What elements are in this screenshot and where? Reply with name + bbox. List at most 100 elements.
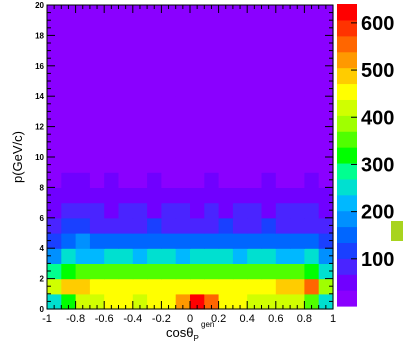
color-scale-segment [337,258,357,274]
heatmap-cell [190,96,205,112]
heatmap-cell [304,111,319,127]
heatmap-cell [290,66,305,82]
heatmap-cell [119,111,134,127]
heatmap-cell [119,51,134,67]
heatmap-cell [133,172,148,188]
heatmap-cell [190,157,205,173]
heatmap-cell [133,187,148,203]
heatmap-cell [247,172,262,188]
heatmap-cell [133,203,148,219]
heatmap-cell [61,20,76,36]
heatmap-cell [247,233,262,249]
heatmap-cell [233,233,248,249]
heatmap-cell [147,248,162,264]
heatmap-cell [219,66,234,82]
heatmap-cell [90,279,105,295]
heatmap-cell [304,187,319,203]
heatmap-cell [161,233,176,249]
y-tick-label: 6 [40,214,45,223]
heatmap-cell [247,248,262,264]
heatmap-cell [190,279,205,295]
heatmap-cell [262,279,277,295]
heatmap-cell [104,187,119,203]
heatmap-cell [290,187,305,203]
heatmap-cell [133,81,148,97]
heatmap-cell [104,233,119,249]
heatmap-cell [219,81,234,97]
x-tick-label: 0.6 [268,313,283,325]
heatmap-cell [176,157,191,173]
heatmap-cell [176,127,191,143]
heatmap-cell [290,111,305,127]
heatmap-cell [276,157,291,173]
color-scale-segment [337,179,357,195]
heatmap-cell [304,279,319,295]
heatmap-cell [247,20,262,36]
heatmap-cell [161,51,176,67]
heatmap-cell [104,20,119,36]
heatmap-cell [161,111,176,127]
heatmap-cell [190,111,205,127]
heatmap-cell [276,248,291,264]
color-scale-label: 500 [361,60,394,82]
heatmap-cell [161,172,176,188]
heatmap-cell [204,66,219,82]
color-scale-segment [337,36,357,52]
heatmap-cell [304,248,319,264]
heatmap-cell [61,279,76,295]
heatmap-cell [76,233,91,249]
heatmap-cell [90,51,105,67]
heatmap-cell [119,263,134,279]
heatmap-cell [147,187,162,203]
heatmap-cell [219,233,234,249]
heatmap-cells [47,5,334,310]
heatmap-cell [76,51,91,67]
heatmap-cell [290,35,305,51]
heatmap-cell [133,127,148,143]
heatmap-cell [204,127,219,143]
heatmap-cell [247,111,262,127]
heatmap-cell [61,35,76,51]
heatmap-cell [161,218,176,234]
heatmap-cell [90,66,105,82]
heatmap-cell [76,142,91,158]
heatmap-cell [147,127,162,143]
heatmap-cell [104,81,119,97]
heatmap-cell [204,20,219,36]
heatmap-cell [190,263,205,279]
heatmap-cell [90,263,105,279]
heatmap-cell [147,263,162,279]
heatmap-cell [233,203,248,219]
heatmap-cell [104,127,119,143]
heatmap-cell [147,279,162,295]
heatmap-cell [104,172,119,188]
heatmap-cell [90,35,105,51]
heatmap-cell [147,35,162,51]
x-tick-label: -0.6 [95,313,114,325]
heatmap-cell [90,157,105,173]
heatmap-cell [262,20,277,36]
heatmap-cell [161,35,176,51]
heatmap-cell [276,187,291,203]
heatmap-cell [104,263,119,279]
y-tick-label: 14 [35,92,44,101]
heatmap-cell [61,172,76,188]
heatmap-cell [233,66,248,82]
heatmap-cell [147,233,162,249]
heatmap-cell [61,203,76,219]
heatmap-cell [219,187,234,203]
heatmap-cell [190,35,205,51]
heatmap-cell [119,20,134,36]
heatmap-cell [119,35,134,51]
heatmap-cell [233,81,248,97]
x-axis-label-main: cosθ [166,325,193,340]
x-tick-label: 0.8 [297,313,312,325]
y-tick-label: 16 [35,62,44,71]
heatmap-cell [304,218,319,234]
heatmap-cell [262,172,277,188]
heatmap-cell [304,172,319,188]
heatmap-cell [262,187,277,203]
heatmap-cell [176,111,191,127]
y-tick-label: 8 [40,183,45,192]
heatmap-cell [161,81,176,97]
